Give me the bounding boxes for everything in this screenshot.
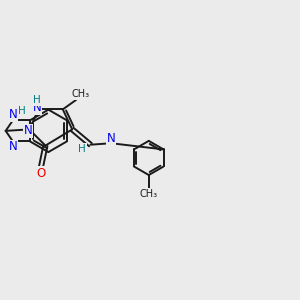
Text: O: O bbox=[36, 167, 46, 180]
Text: N: N bbox=[24, 124, 33, 137]
Text: H: H bbox=[19, 106, 26, 116]
Text: H: H bbox=[78, 144, 86, 154]
Text: CH₃: CH₃ bbox=[71, 89, 89, 99]
Text: N: N bbox=[107, 132, 116, 145]
Text: CH₃: CH₃ bbox=[140, 189, 158, 199]
Text: N: N bbox=[33, 101, 42, 114]
Text: N: N bbox=[8, 140, 17, 153]
Text: N: N bbox=[8, 109, 17, 122]
Text: H: H bbox=[33, 95, 41, 105]
